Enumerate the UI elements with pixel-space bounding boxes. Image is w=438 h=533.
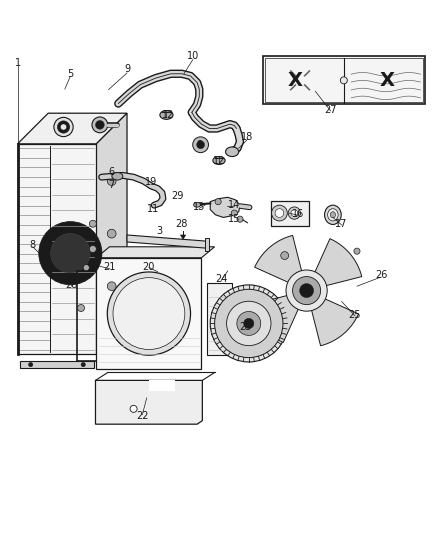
Polygon shape (96, 113, 127, 354)
Bar (207, 282, 232, 355)
Circle shape (231, 210, 237, 216)
Circle shape (210, 285, 287, 362)
Circle shape (107, 229, 116, 238)
Circle shape (226, 301, 271, 345)
Text: 12: 12 (213, 156, 225, 166)
Text: 10: 10 (187, 51, 199, 61)
Circle shape (39, 222, 102, 285)
Circle shape (60, 124, 67, 130)
Text: 28: 28 (176, 219, 188, 229)
Circle shape (300, 284, 314, 297)
Ellipse shape (325, 205, 341, 224)
Circle shape (272, 205, 287, 221)
Circle shape (89, 246, 96, 253)
Polygon shape (210, 197, 240, 217)
Polygon shape (254, 236, 302, 283)
Text: 9: 9 (124, 64, 130, 75)
Text: 17: 17 (336, 219, 348, 229)
Polygon shape (251, 295, 299, 343)
Text: X: X (380, 71, 395, 90)
Polygon shape (314, 239, 362, 286)
Text: 19: 19 (145, 177, 157, 188)
Circle shape (51, 233, 90, 273)
Circle shape (193, 137, 208, 152)
Text: 3: 3 (157, 227, 163, 237)
Ellipse shape (328, 209, 338, 221)
Circle shape (89, 220, 96, 227)
Ellipse shape (160, 110, 173, 119)
Text: 27: 27 (325, 104, 337, 115)
Text: 20: 20 (143, 262, 155, 272)
Circle shape (83, 264, 89, 271)
Bar (205, 238, 209, 251)
Text: 8: 8 (30, 240, 36, 251)
Bar (263, 56, 425, 104)
Polygon shape (18, 113, 127, 144)
Circle shape (28, 362, 33, 367)
Text: 21: 21 (103, 262, 116, 272)
Bar (265, 59, 423, 102)
Polygon shape (95, 381, 202, 424)
Circle shape (354, 248, 360, 254)
Circle shape (54, 117, 73, 136)
Text: 11: 11 (147, 204, 159, 214)
Text: X: X (287, 71, 302, 90)
Text: 25: 25 (349, 310, 361, 320)
Circle shape (107, 282, 116, 290)
Circle shape (197, 141, 205, 149)
Circle shape (288, 207, 300, 219)
Text: 14: 14 (228, 200, 240, 210)
Circle shape (244, 318, 254, 328)
Text: 16: 16 (292, 209, 304, 219)
Text: 5: 5 (67, 69, 73, 79)
Text: 7: 7 (109, 181, 115, 190)
Circle shape (92, 117, 108, 133)
Text: 26: 26 (375, 270, 387, 280)
Circle shape (78, 304, 85, 311)
Polygon shape (96, 247, 215, 258)
Text: 22: 22 (136, 411, 148, 421)
Ellipse shape (194, 203, 201, 207)
Polygon shape (127, 235, 206, 248)
Polygon shape (149, 381, 175, 391)
Circle shape (113, 278, 185, 350)
Bar (96, 258, 201, 369)
Circle shape (237, 311, 261, 335)
Circle shape (130, 405, 137, 413)
Text: 18: 18 (241, 132, 254, 142)
Bar (271, 201, 309, 226)
Text: 29: 29 (171, 191, 184, 201)
Text: 24: 24 (215, 274, 227, 284)
Polygon shape (18, 144, 96, 354)
Circle shape (107, 177, 116, 185)
Text: 1: 1 (14, 58, 21, 68)
Text: 28: 28 (65, 280, 78, 290)
Circle shape (107, 272, 191, 355)
Circle shape (57, 121, 70, 133)
Text: 15: 15 (228, 214, 240, 224)
Circle shape (291, 209, 298, 216)
Ellipse shape (226, 147, 239, 157)
Ellipse shape (112, 173, 123, 180)
Circle shape (215, 199, 221, 205)
Circle shape (81, 362, 85, 367)
Circle shape (293, 277, 321, 304)
Text: 6: 6 (109, 167, 115, 177)
Circle shape (281, 252, 289, 260)
Text: 12: 12 (162, 110, 175, 120)
Text: 9: 9 (196, 140, 202, 150)
Polygon shape (180, 235, 186, 239)
Text: 23: 23 (239, 322, 251, 332)
Text: 13: 13 (193, 203, 205, 212)
Circle shape (215, 289, 283, 358)
Circle shape (340, 77, 347, 84)
Ellipse shape (213, 157, 225, 165)
Circle shape (95, 120, 104, 129)
Circle shape (237, 216, 243, 222)
Ellipse shape (330, 212, 336, 218)
Circle shape (286, 270, 327, 311)
Polygon shape (311, 298, 359, 346)
Circle shape (275, 209, 284, 217)
Bar (20, 361, 94, 368)
